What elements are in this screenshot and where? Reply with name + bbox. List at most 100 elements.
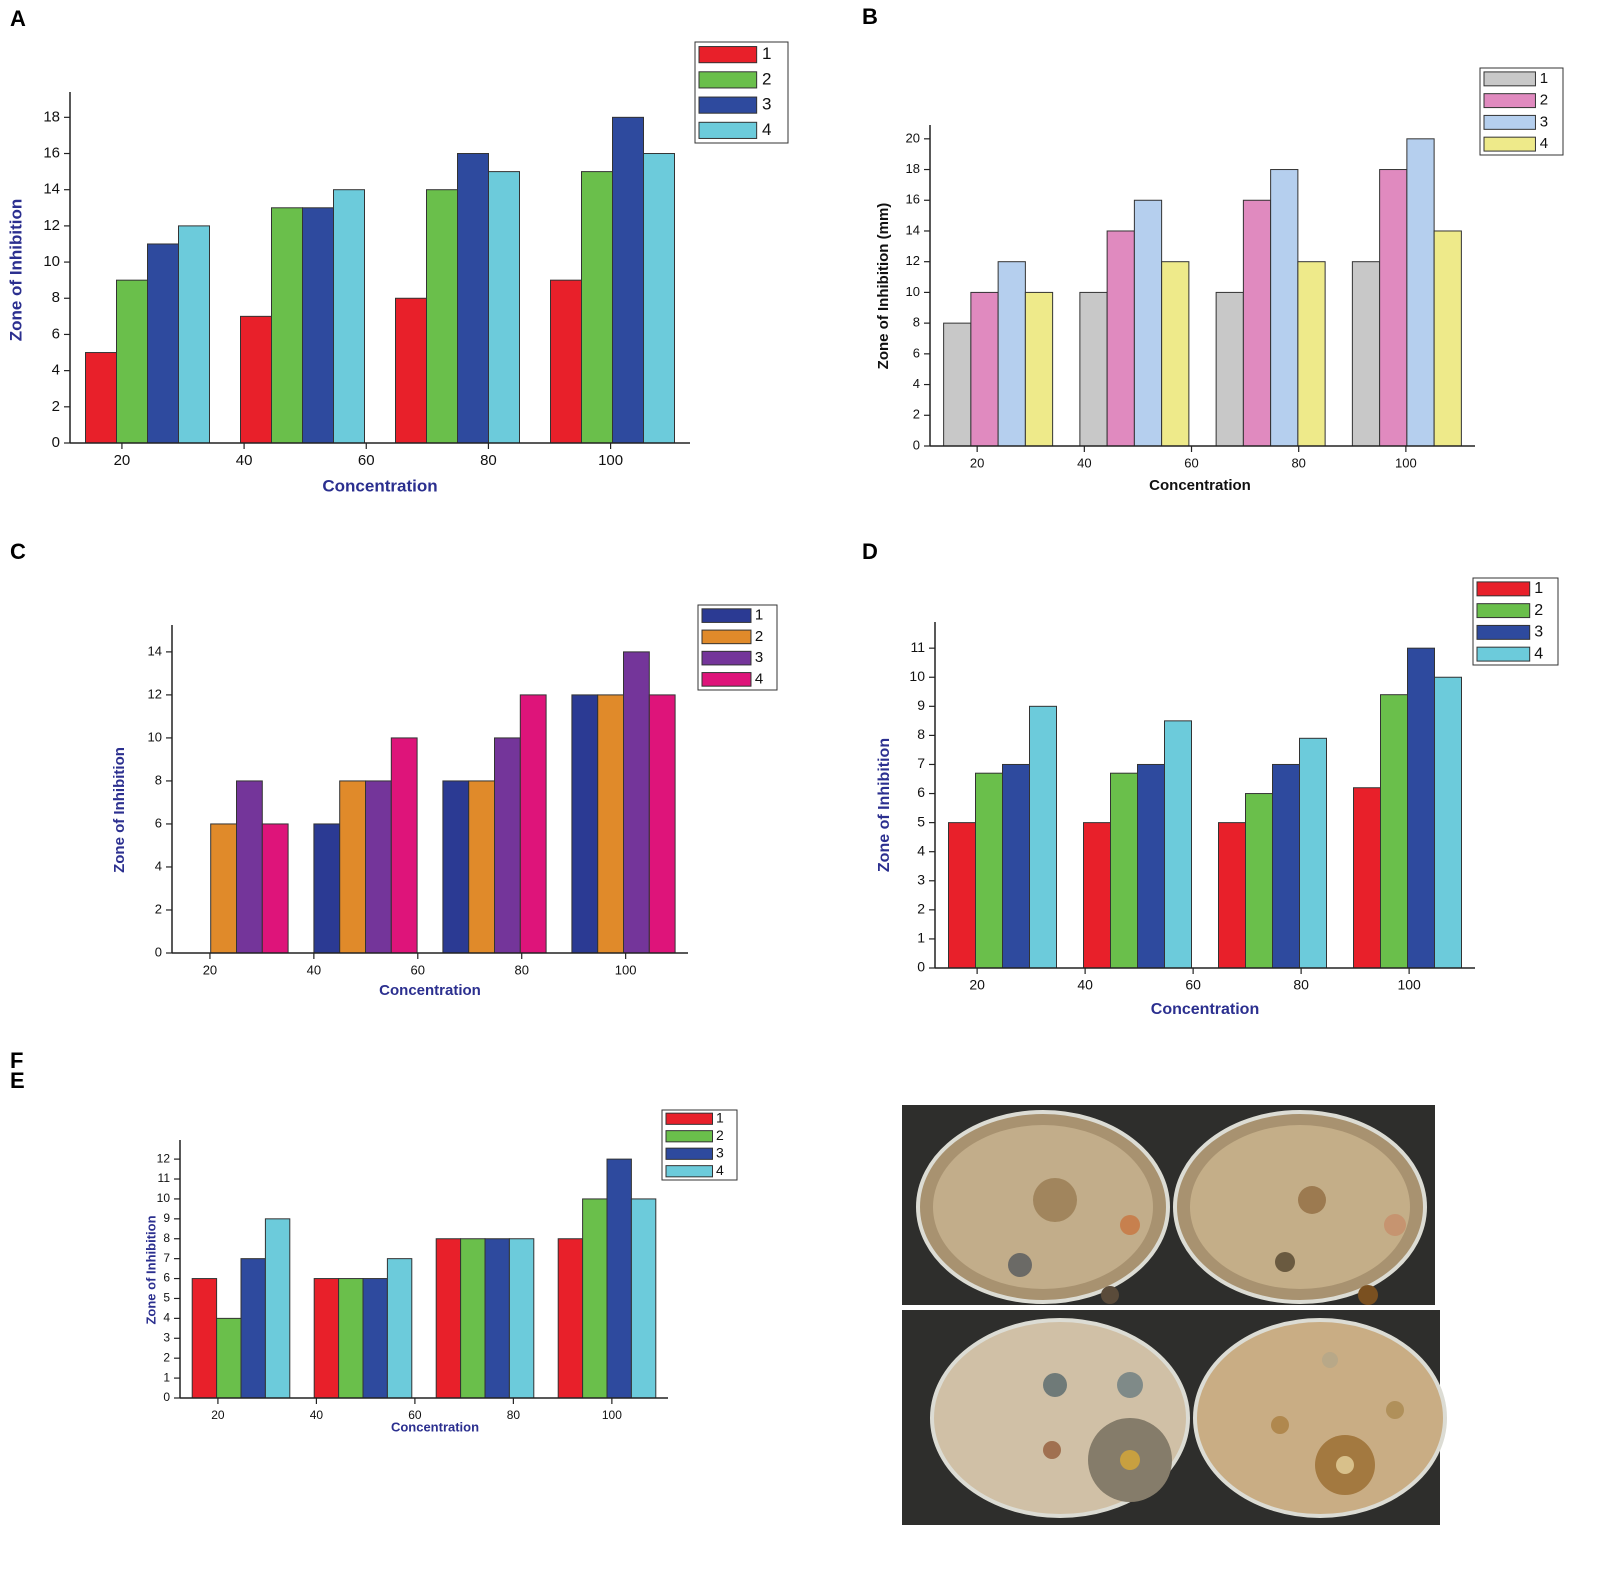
y-tick-label: 2	[163, 1350, 170, 1364]
x-tick-label: 80	[507, 1408, 521, 1422]
bar	[1379, 169, 1408, 447]
y-tick-label: 12	[43, 217, 60, 234]
bar	[365, 780, 392, 954]
y-axis-title: Zone of Inhibition (mm)	[875, 203, 892, 370]
panel-label: E	[10, 1068, 25, 1093]
bar	[606, 1158, 632, 1399]
bar	[1272, 763, 1300, 969]
legend-label: 4	[716, 1162, 724, 1178]
y-tick-label: 10	[157, 1191, 171, 1205]
bar	[612, 116, 644, 444]
legend-label: 3	[1540, 113, 1548, 130]
bar	[460, 1238, 486, 1399]
y-tick-label: 3	[163, 1330, 170, 1344]
bar	[442, 780, 470, 954]
legend-swatch	[698, 96, 758, 114]
x-tick-label: 40	[1077, 455, 1091, 470]
bar	[581, 171, 613, 444]
y-tick-label: 4	[917, 842, 925, 858]
bar	[240, 1258, 266, 1399]
legend-label: 2	[755, 628, 763, 645]
x-axis-title: Concentration	[1151, 1001, 1259, 1018]
legend-label: 3	[755, 649, 763, 666]
y-tick-label: 8	[917, 726, 925, 742]
y-tick-label: 8	[52, 289, 60, 306]
x-axis-title: Concentration	[1149, 477, 1251, 494]
bar	[948, 822, 976, 969]
bar	[178, 225, 210, 444]
x-tick-label: 60	[1185, 977, 1201, 993]
y-tick-label: 16	[906, 192, 920, 207]
bar	[435, 1238, 462, 1399]
y-tick-label: 2	[52, 398, 60, 415]
x-tick-label: 40	[310, 1408, 324, 1422]
legend-swatch	[1476, 603, 1531, 619]
y-tick-label: 6	[155, 815, 162, 830]
panel-label: A	[10, 6, 26, 31]
bar	[264, 1218, 291, 1399]
bar	[597, 694, 625, 954]
bar	[557, 1238, 584, 1399]
legend-label: 2	[1534, 602, 1543, 619]
x-tick-label: 40	[307, 962, 321, 977]
legend-label: 1	[716, 1109, 724, 1125]
legend-label: 4	[1534, 645, 1543, 662]
x-tick-label: 20	[211, 1408, 225, 1422]
bar	[1029, 705, 1057, 969]
bar	[216, 1317, 242, 1399]
x-axis-title: Concentration	[379, 982, 481, 999]
bar	[271, 207, 303, 444]
legend-swatch	[701, 650, 752, 666]
bar	[1133, 199, 1163, 447]
panel-label: F	[10, 1048, 23, 1073]
bar	[1215, 291, 1244, 447]
y-axis-title: Zone of Inhibition	[111, 747, 128, 873]
bar	[1297, 261, 1326, 447]
legend-swatch	[1476, 624, 1531, 640]
bar	[508, 1238, 535, 1399]
legend-label: 4	[1540, 135, 1548, 152]
bar	[191, 1278, 218, 1399]
bar	[943, 322, 972, 447]
y-tick-label: 18	[43, 108, 60, 125]
bar	[1433, 230, 1462, 447]
y-tick-label: 12	[157, 1151, 171, 1165]
bar	[261, 823, 289, 954]
y-tick-label: 11	[158, 1171, 171, 1185]
bar	[1242, 199, 1272, 447]
bar	[1351, 261, 1381, 447]
x-tick-label: 100	[602, 1408, 622, 1422]
legend-swatch	[701, 608, 752, 623]
x-tick-label: 100	[1395, 455, 1417, 470]
bar	[1024, 291, 1054, 447]
bar	[494, 737, 521, 954]
panel-label: C	[10, 539, 26, 564]
legend-label: 3	[716, 1144, 724, 1160]
legend-label: 2	[1540, 92, 1548, 109]
bar	[426, 189, 458, 444]
bar	[643, 153, 675, 444]
x-tick-label: 80	[480, 452, 497, 469]
x-tick-label: 20	[114, 452, 131, 469]
x-tick-label: 100	[615, 962, 637, 977]
x-tick-label: 80	[1293, 977, 1309, 993]
y-tick-label: 7	[917, 755, 925, 771]
bar	[1353, 787, 1381, 969]
legend-label: 4	[755, 670, 763, 687]
bar	[1218, 822, 1246, 969]
panel-label: D	[862, 539, 878, 564]
bar	[362, 1278, 388, 1399]
y-tick-label: 0	[913, 437, 920, 452]
legend-label: 3	[1534, 624, 1543, 641]
y-tick-label: 14	[148, 643, 162, 658]
bar	[1106, 230, 1135, 447]
bar	[147, 243, 179, 444]
y-tick-label: 8	[163, 1231, 170, 1245]
bar	[488, 171, 520, 444]
y-tick-label: 2	[155, 901, 162, 916]
y-tick-label: 0	[155, 944, 162, 959]
bar	[236, 780, 263, 954]
bar	[1406, 138, 1435, 447]
bar	[623, 651, 650, 954]
legend-swatch	[698, 71, 758, 89]
